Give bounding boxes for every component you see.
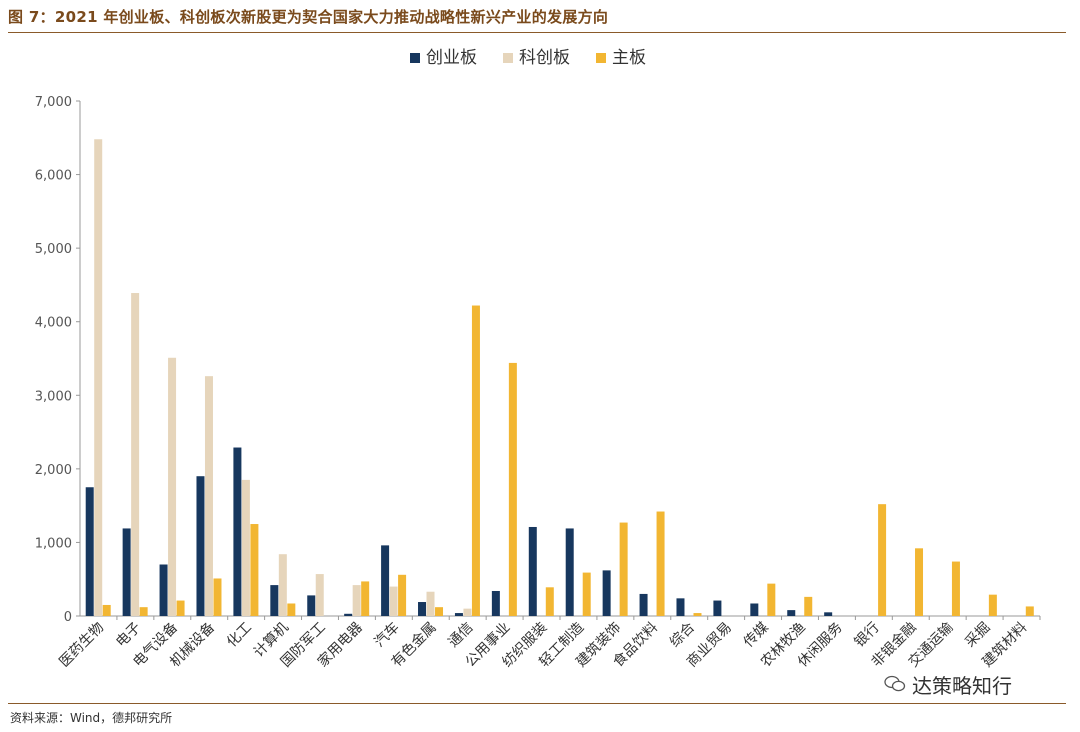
source-divider [8, 703, 1066, 704]
y-tick-label: 7,000 [35, 95, 72, 110]
y-tick-label: 5,000 [35, 242, 72, 257]
y-tick-label: 1,000 [35, 536, 72, 551]
bar-0-20 [824, 612, 833, 616]
x-category-label: 银行 [852, 620, 883, 651]
source-note: 资料来源：Wind，德邦研究所 [10, 711, 173, 725]
watermark: 达策略知行 [880, 668, 1016, 700]
legend-swatch-0 [410, 53, 420, 63]
watermark-text: 达策略知行 [912, 673, 1012, 698]
bar-2-24 [988, 594, 997, 616]
title-divider [8, 32, 1066, 33]
bar-0-8 [381, 545, 390, 616]
bar-0-5 [270, 585, 279, 616]
bar-0-15 [639, 593, 648, 616]
bar-2-2 [176, 600, 185, 616]
figure-title-bar: 图 7：2021 年创业板、科创板次新股更为契合国家大力推动战略性新兴产业的发展… [8, 6, 1066, 32]
bar-0-18 [750, 603, 759, 616]
bar-0-3 [196, 476, 205, 616]
bar-2-22 [915, 548, 924, 616]
x-category-label: 化工 [224, 620, 255, 651]
figure-title: 图 7：2021 年创业板、科创板次新股更为契合国家大力推动战略性新兴产业的发展… [8, 8, 609, 26]
y-tick-label: 3,000 [35, 389, 72, 404]
legend-swatch-1 [503, 53, 513, 63]
bar-1-2 [168, 357, 177, 616]
bar-1-5 [278, 554, 287, 616]
bar-2-21 [878, 504, 887, 616]
bar-2-18 [767, 583, 776, 616]
bar-1-1 [131, 293, 140, 616]
bar-0-16 [676, 598, 685, 616]
x-category-label: 医药生物 [56, 620, 107, 671]
bar-0-4 [233, 447, 242, 616]
bar-0-14 [602, 570, 611, 616]
bar-1-0 [94, 139, 103, 616]
bar-0-19 [787, 610, 796, 616]
bar-2-5 [287, 603, 296, 616]
legend-label-0: 创业板 [426, 48, 477, 68]
bar-2-10 [471, 305, 480, 616]
bar-2-8 [398, 574, 407, 616]
bar-2-12 [545, 587, 554, 616]
bar-2-19 [804, 596, 813, 616]
bar-1-9 [426, 591, 435, 616]
y-tick-label: 0 [64, 610, 72, 625]
legend-swatch-2 [596, 53, 606, 63]
bar-0-6 [307, 595, 316, 616]
bar-0-10 [454, 613, 463, 616]
chat-bubbles-icon [884, 675, 906, 692]
bar-0-7 [344, 613, 353, 616]
bar-2-14 [619, 522, 628, 616]
bar-1-8 [389, 586, 398, 616]
bar-0-9 [418, 602, 427, 616]
chart-area: 0 1,000 2,000 3,000 4,000 5,000 6,000 7,000 医药生物… [0, 34, 1080, 702]
bar-1-6 [315, 574, 324, 616]
bar-0-0 [85, 487, 94, 616]
x-category-label: 通信 [445, 620, 476, 651]
x-category-label: 电子 [113, 620, 144, 651]
x-category-label: 汽车 [371, 619, 403, 651]
bar-0-13 [565, 528, 574, 616]
bar-0-1 [122, 528, 131, 616]
legend-label-1: 科创板 [519, 48, 570, 68]
bar-2-23 [951, 561, 960, 616]
bar-1-4 [241, 479, 250, 616]
x-category-label: 采掘 [962, 620, 993, 651]
bar-1-3 [204, 376, 213, 616]
bar-2-13 [582, 572, 591, 616]
bar-2-1 [139, 607, 148, 616]
bar-0-17 [713, 600, 722, 616]
bar-2-15 [656, 511, 665, 616]
y-tick-label: 2,000 [35, 463, 72, 478]
bar-2-16 [693, 613, 702, 616]
bar-1-7 [352, 585, 361, 616]
bar-2-9 [435, 607, 444, 616]
bar-2-3 [213, 578, 222, 616]
x-category-label: 传媒 [741, 620, 772, 651]
bar-2-0 [102, 604, 111, 616]
bar-chart: 0 1,000 2,000 3,000 4,000 5,000 6,000 7,000 医药生物… [35, 48, 1041, 671]
y-tick-label: 6,000 [35, 169, 72, 184]
x-category-label: 综合 [667, 620, 698, 651]
legend-label-2: 主板 [612, 48, 646, 68]
y-tick-label: 4,000 [35, 316, 72, 331]
bar-2-4 [250, 524, 259, 616]
bar-2-7 [361, 581, 370, 616]
bar-1-10 [463, 608, 472, 616]
bar-0-12 [528, 526, 537, 616]
bar-0-11 [491, 590, 500, 616]
bar-0-2 [159, 564, 168, 616]
bar-2-25 [1025, 606, 1034, 616]
bar-2-11 [508, 362, 517, 616]
